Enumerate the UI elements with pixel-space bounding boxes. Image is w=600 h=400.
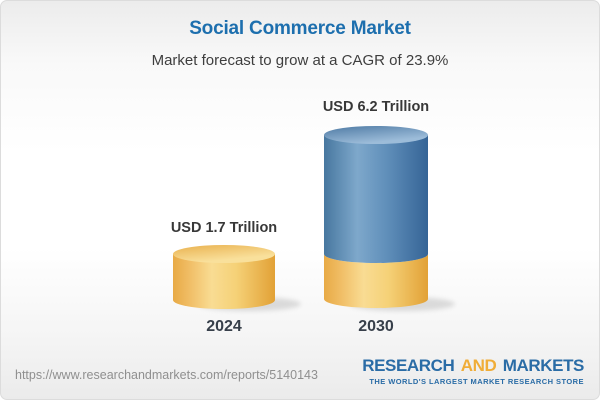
category-label-2030: 2030 bbox=[358, 318, 394, 335]
bar-2024-body bbox=[173, 254, 275, 309]
chart-subtitle: Market forecast to grow at a CAGR of 23.… bbox=[151, 52, 449, 69]
logo-word-research: RESEARCH bbox=[362, 356, 455, 375]
value-label-2024: USD 1.7 Trillion bbox=[170, 220, 278, 236]
logo-wordmark: RESEARCH AND MARKETS bbox=[362, 356, 585, 376]
value-label-2030: USD 6.2 Trillion bbox=[322, 99, 430, 115]
bar-2030-top bbox=[324, 126, 428, 144]
report-url: https://www.researchandmarkets.com/repor… bbox=[15, 368, 318, 382]
bar-2030 bbox=[324, 126, 455, 311]
logo-word-markets: MARKETS bbox=[502, 356, 585, 375]
logo: RESEARCH AND MARKETS THE WORLD'S LARGEST… bbox=[362, 356, 585, 386]
chart-title: Social Commerce Market bbox=[189, 18, 411, 39]
category-label-2024: 2024 bbox=[206, 318, 242, 335]
logo-tagline: THE WORLD'S LARGEST MARKET RESEARCH STOR… bbox=[369, 376, 584, 386]
bar-2030-body bbox=[324, 135, 428, 263]
bar-2030-gold-segment bbox=[324, 254, 428, 308]
logo-word-and: AND bbox=[460, 356, 497, 375]
bar-2024-top bbox=[173, 245, 275, 263]
bar-2024 bbox=[173, 245, 301, 311]
